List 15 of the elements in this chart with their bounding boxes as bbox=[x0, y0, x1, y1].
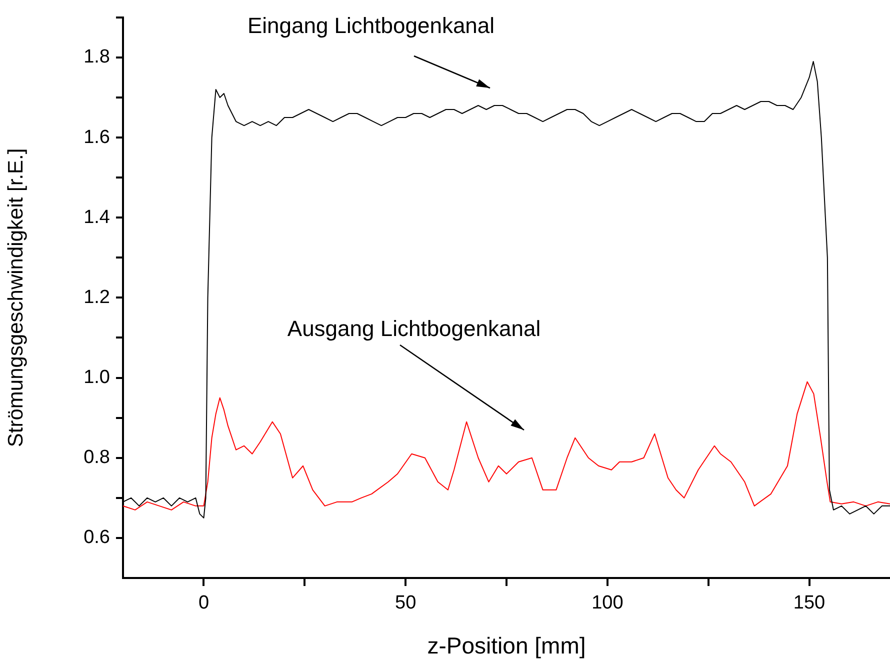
y-tick-label: 1.8 bbox=[84, 46, 110, 68]
y-tick-label: 1.0 bbox=[84, 367, 110, 388]
x-tick-label: 0 bbox=[198, 592, 210, 614]
y-tick-label: 0.8 bbox=[84, 447, 110, 468]
y-tick-label: 1.6 bbox=[84, 126, 110, 148]
y-tick-label: 1.4 bbox=[84, 206, 110, 228]
annotation: Eingang Lichtbogenkanal bbox=[247, 13, 495, 38]
x-tick-label: 50 bbox=[395, 592, 416, 614]
y-tick-label: 1.2 bbox=[84, 286, 110, 308]
y-tick-label: 0.6 bbox=[84, 527, 110, 548]
x-tick-label: 100 bbox=[592, 592, 624, 614]
annotation: Ausgang Lichtbogenkanal bbox=[287, 316, 541, 342]
y-axis-title: Strömungsgeschwindigkeit [r.E.] bbox=[4, 148, 28, 448]
x-tick-label: 150 bbox=[793, 592, 826, 614]
x-axis-title: z-Position [mm] bbox=[427, 632, 586, 659]
